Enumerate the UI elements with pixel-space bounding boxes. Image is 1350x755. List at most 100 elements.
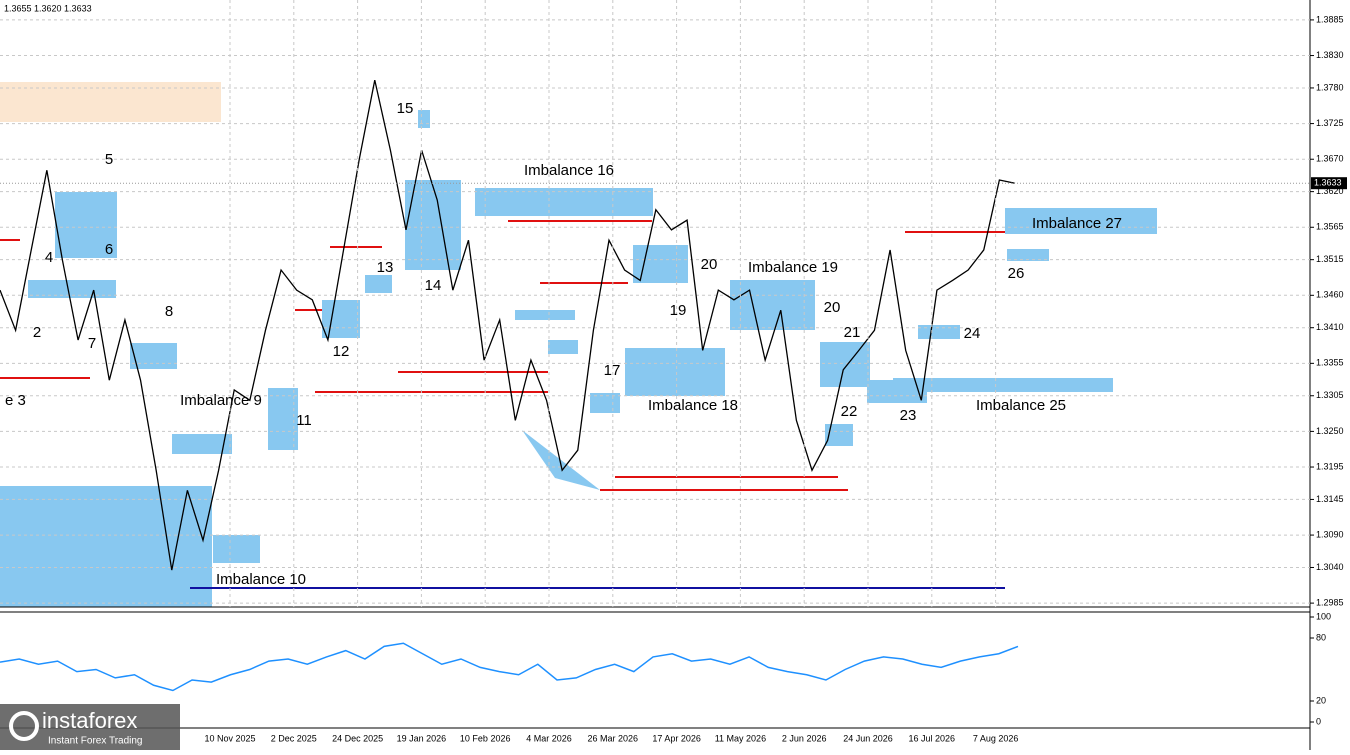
y-tick-label: 1.3090 (1316, 529, 1344, 539)
annotation: Imbalance 19 (748, 259, 838, 276)
y-tick-label: 1.3460 (1316, 290, 1344, 300)
annotation: e 3 (5, 392, 26, 409)
zones (0, 82, 1157, 607)
zone (625, 348, 725, 396)
zone (730, 280, 815, 330)
zone (1005, 208, 1157, 234)
logo-tagline: Instant Forex Trading (48, 736, 143, 747)
annotation: 15 (397, 100, 414, 117)
y-tick-label: 1.3195 (1316, 461, 1344, 471)
y-tick-label: 80 (1316, 632, 1326, 642)
x-tick-label: 26 Mar 2026 (588, 733, 639, 743)
annotation: 6 (105, 241, 113, 258)
logo-icon (9, 711, 39, 741)
y-tick-label: 100 (1316, 611, 1331, 621)
zone (172, 434, 232, 454)
zone (322, 300, 360, 338)
y-tick-label: 1.3145 (1316, 494, 1344, 504)
series-line (0, 80, 1016, 571)
annotation: 21 (844, 324, 861, 341)
x-tick-label: 24 Dec 2025 (332, 733, 383, 743)
y-tick-label: 1.3725 (1316, 118, 1344, 128)
annotation: 4 (45, 249, 53, 266)
ohlc-header: 1.3655 1.3620 1.3633 (4, 3, 92, 13)
y-tick-label: 1.3620 (1316, 186, 1344, 196)
zone (893, 378, 1113, 392)
annotation: 8 (165, 303, 173, 320)
annotation: 7 (88, 335, 96, 352)
zone (213, 535, 260, 563)
y-tick-label: 1.3670 (1316, 154, 1344, 164)
y-tick-label: 1.2985 (1316, 597, 1344, 607)
y-tick-label: 1.3780 (1316, 82, 1344, 92)
logo-name: instaforex (42, 708, 137, 733)
series-line (0, 642, 1019, 692)
y-tick-label: 1.3885 (1316, 14, 1344, 24)
y-tick-label: 1.3250 (1316, 426, 1344, 436)
annotation: 24 (964, 325, 981, 342)
x-tick-label: 10 Nov 2025 (204, 733, 255, 743)
y-tick-label: 1.3515 (1316, 254, 1344, 264)
annotation: 2 (33, 324, 41, 341)
x-tick-label: 11 May 2026 (715, 733, 766, 743)
x-tick-label: 2 Jun 2026 (782, 733, 827, 743)
annotation: Imbalance 25 (976, 397, 1066, 414)
zone (633, 245, 688, 283)
x-tick-label: 4 Mar 2026 (526, 733, 572, 743)
annotation: 23 (900, 407, 917, 424)
y-tick-label: 1.3830 (1316, 50, 1344, 60)
annotation: 26 (1008, 265, 1025, 282)
zone (130, 343, 177, 369)
annotation: Imbalance 18 (648, 397, 738, 414)
annotation: Imbalance 16 (524, 162, 614, 179)
y-tick-label: 0 (1316, 716, 1321, 726)
zone (825, 424, 853, 446)
annotation: Imbalance 9 (180, 392, 262, 409)
zone (405, 180, 461, 270)
price-tag (1311, 177, 1347, 190)
annotation: 13 (377, 259, 394, 276)
zone (365, 275, 392, 293)
x-tick-label: 19 Jan 2026 (397, 733, 447, 743)
y-tick-label: 1.3410 (1316, 322, 1344, 332)
x-tick-label: 17 Apr 2026 (652, 733, 701, 743)
zone (867, 380, 927, 403)
zone (522, 430, 600, 490)
annotation: 11 (296, 412, 312, 429)
annotation: 22 (841, 403, 858, 420)
annotation: Imbalance 27 (1032, 215, 1122, 232)
x-tick-label: 10 Feb 2026 (460, 733, 511, 743)
zone (55, 192, 117, 258)
x-tick-label: 16 Jul 2026 (909, 733, 956, 743)
zone (1007, 249, 1049, 261)
zone (418, 110, 430, 128)
zone (475, 188, 653, 216)
annotation: 12 (333, 343, 350, 360)
annotation: 20 (824, 299, 841, 316)
y-tick-label: 1.3355 (1316, 358, 1344, 368)
y-tick-label: 1.3040 (1316, 562, 1344, 572)
current-price: 1.3633 (1314, 178, 1342, 188)
y-tick-label: 1.3565 (1316, 222, 1344, 232)
annotation: 14 (425, 277, 442, 294)
logo-box (0, 704, 180, 750)
zone (0, 82, 221, 122)
x-tick-label: 2 Dec 2025 (271, 733, 317, 743)
zone (918, 325, 960, 339)
zone (268, 388, 298, 450)
y-tick-label: 20 (1316, 695, 1326, 705)
annotation: 5 (105, 151, 113, 168)
y-tick-label: 1.3305 (1316, 390, 1344, 400)
annotation: 20 (701, 256, 718, 273)
annotation: Imbalance 10 (216, 571, 306, 588)
zone (548, 340, 578, 354)
annotation: 19 (670, 302, 687, 319)
annotation: 17 (604, 362, 621, 379)
zone (0, 486, 212, 607)
levels (0, 220, 1005, 589)
x-tick-label: 7 Aug 2026 (973, 733, 1019, 743)
x-tick-label: 24 Jun 2026 (843, 733, 893, 743)
zone (820, 342, 870, 387)
